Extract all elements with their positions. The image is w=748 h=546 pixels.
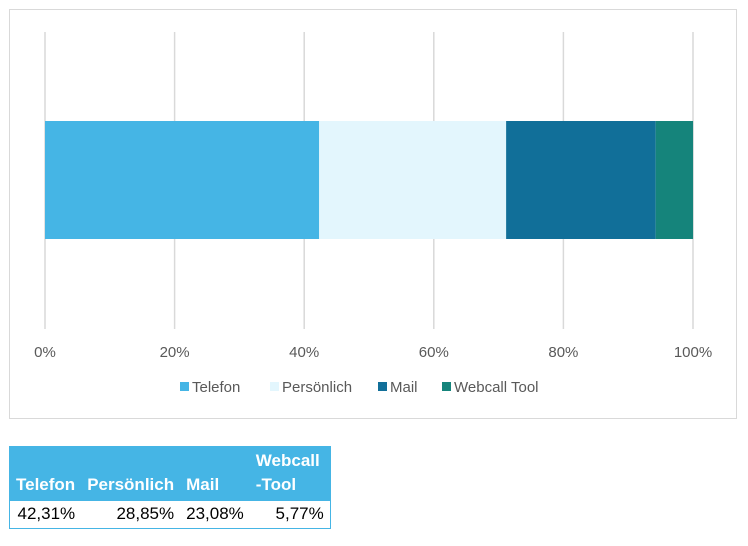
legend: Telefon Persönlich Mail Webcall Tool bbox=[180, 379, 539, 396]
table-cell: 5,77% bbox=[249, 501, 331, 529]
x-tick-labels: 0% 20% 40% 60% 80% 100% bbox=[34, 344, 712, 361]
x-tick-label: 20% bbox=[160, 344, 190, 361]
table-cell: 28,85% bbox=[81, 501, 181, 529]
table-cell: 23,08% bbox=[180, 501, 250, 529]
table-header-row: Telefon Persönlich Mail Webcall -Tool bbox=[9, 446, 331, 501]
bar-segment-mail bbox=[506, 121, 656, 239]
stacked-bar-chart: 0% 20% 40% 60% 80% 100% Telefon Persönlich Mail… bbox=[34, 32, 712, 396]
bar-segment-webcall-tool bbox=[655, 121, 694, 239]
x-tick-label: 100% bbox=[674, 344, 712, 361]
legend-label: Persönlich bbox=[282, 379, 352, 396]
chart-frame: 0% 20% 40% 60% 80% 100% Telefon Persönlich Mail… bbox=[9, 9, 737, 419]
x-tick-label: 0% bbox=[34, 344, 56, 361]
bar-segment-persönlich bbox=[319, 121, 507, 239]
legend-label: Mail bbox=[390, 379, 418, 396]
table-header-cell: Telefon bbox=[9, 446, 82, 501]
legend-swatch bbox=[442, 382, 451, 391]
legend-swatch bbox=[378, 382, 387, 391]
x-tick-label: 80% bbox=[548, 344, 578, 361]
data-table: Telefon Persönlich Mail Webcall -Tool 42… bbox=[9, 446, 331, 529]
table-header-cell: Persönlich bbox=[81, 446, 181, 501]
table-cell: 42,31% bbox=[9, 501, 82, 529]
x-tick-label: 40% bbox=[289, 344, 319, 361]
legend-label: Webcall Tool bbox=[454, 379, 539, 396]
bar-segment-telefon bbox=[45, 121, 320, 239]
legend-label: Telefon bbox=[192, 379, 240, 396]
table-row: 42,31% 28,85% 23,08% 5,77% bbox=[9, 501, 331, 529]
legend-swatch bbox=[180, 382, 189, 391]
table-header-cell: Mail bbox=[180, 446, 250, 501]
bars bbox=[45, 121, 694, 239]
table-header-cell: Webcall -Tool bbox=[249, 446, 331, 501]
legend-swatch bbox=[270, 382, 279, 391]
x-tick-label: 60% bbox=[419, 344, 449, 361]
